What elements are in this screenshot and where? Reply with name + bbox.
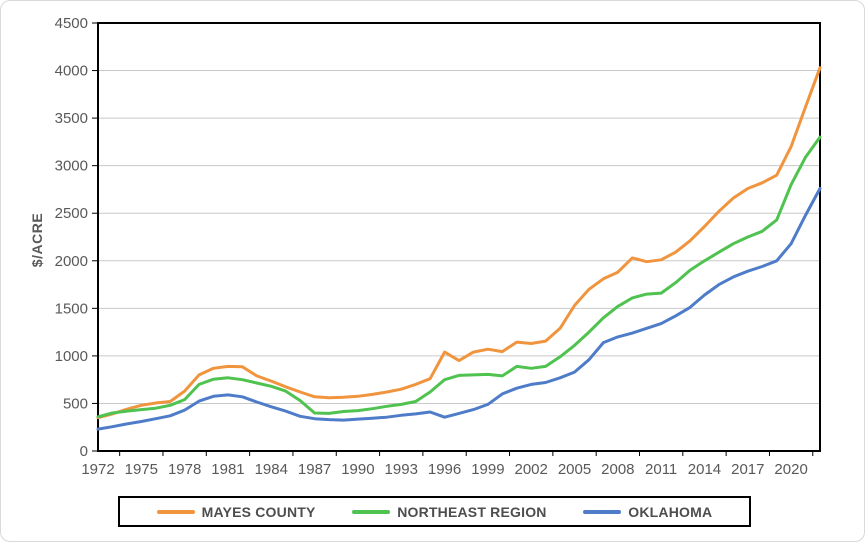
x-tick-label: 2017 bbox=[731, 461, 764, 478]
x-tick-label: 1999 bbox=[471, 461, 504, 478]
y-tick-label: 4000 bbox=[55, 63, 88, 80]
series-line-northeast-region bbox=[96, 135, 822, 419]
y-tick-label: 2000 bbox=[55, 253, 88, 270]
x-tick-label: 2014 bbox=[688, 461, 721, 478]
series-line-oklahoma bbox=[96, 187, 822, 431]
x-tick-label: 1996 bbox=[428, 461, 461, 478]
x-tick-label: 1981 bbox=[211, 461, 244, 478]
legend-line-swatch-orange bbox=[156, 509, 195, 514]
x-tick-label: 1987 bbox=[298, 461, 331, 478]
series-line-mayes-county bbox=[96, 66, 822, 420]
legend-line-swatch-green bbox=[352, 509, 391, 514]
x-tick-label: 1993 bbox=[385, 461, 418, 478]
x-tick-label: 1978 bbox=[168, 461, 201, 478]
x-tick-label: 2008 bbox=[601, 461, 634, 478]
plot-border bbox=[97, 22, 821, 452]
y-tick-label: 1000 bbox=[55, 348, 88, 365]
legend-label: OKLAHOMA bbox=[628, 503, 713, 520]
y-tick-label: 3500 bbox=[55, 110, 88, 127]
y-tick-label: 0 bbox=[80, 443, 88, 460]
legend-line-swatch-blue bbox=[583, 509, 622, 514]
x-tick-label: 1990 bbox=[341, 461, 374, 478]
legend-box[interactable]: MAYES COUNTY NORTHEAST REGION OKLAHOMA bbox=[118, 496, 751, 527]
y-tick-label: 500 bbox=[63, 395, 88, 412]
x-tick-label: 2005 bbox=[558, 461, 591, 478]
legend-item-northeast-region[interactable]: NORTHEAST REGION bbox=[352, 504, 546, 520]
y-tick-label: 2500 bbox=[55, 205, 88, 222]
y-tick-label: 1500 bbox=[55, 300, 88, 317]
x-tick-label: 2011 bbox=[645, 461, 677, 478]
x-tick-label: 1984 bbox=[255, 461, 288, 478]
legend-item-mayes-county[interactable]: MAYES COUNTY bbox=[156, 503, 316, 520]
y-tick-label: 4500 bbox=[55, 15, 88, 32]
x-tick-label: 2002 bbox=[515, 461, 548, 478]
y-axis-title: $/ACRE bbox=[29, 213, 45, 267]
legend-item-oklahoma[interactable]: OKLAHOMA bbox=[583, 504, 712, 520]
y-tick-label: 3000 bbox=[55, 158, 88, 175]
x-tick-label: 2020 bbox=[774, 461, 807, 478]
legend-label: NORTHEAST REGION bbox=[397, 503, 547, 520]
x-tick-label: 1975 bbox=[125, 461, 158, 478]
legend-label: MAYES COUNTY bbox=[201, 503, 316, 520]
x-tick-label: 1972 bbox=[81, 461, 114, 478]
